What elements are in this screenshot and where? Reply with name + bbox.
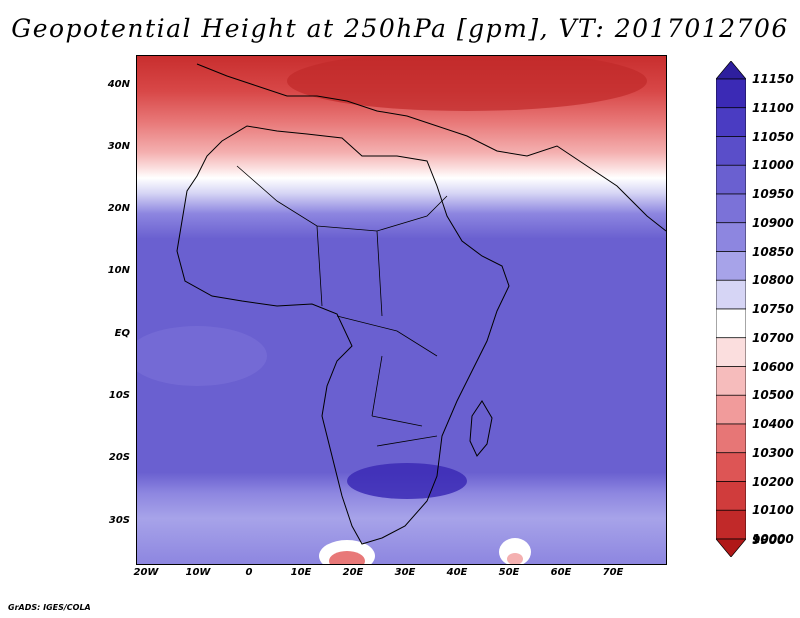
colorbar-level-label: 10300 <box>752 445 794 460</box>
colorbar-level-label: 10800 <box>752 273 794 288</box>
colorbar-level-label: 10900 <box>752 215 794 230</box>
colorbar-level-label: 10000 <box>752 532 794 546</box>
colorbar-segment <box>716 193 746 224</box>
colorbar-level-label: 10950 <box>752 187 794 201</box>
map-field-svg <box>137 56 666 564</box>
lat-label-20n: 20N <box>107 203 130 214</box>
colorbar-bottom-arrow <box>716 538 746 557</box>
colorbar-level-label: 11100 <box>752 100 794 115</box>
colorbar-segment <box>716 251 746 281</box>
mediterranean-asia-coastline <box>196 63 666 232</box>
lon-label-70e: 70E <box>602 567 624 578</box>
colorbar-segment <box>716 337 746 367</box>
lon-label-0: 0 <box>245 567 253 578</box>
lon-label-60e: 60E <box>550 567 572 578</box>
colorbar-level-label: 10600 <box>752 359 794 374</box>
colorbar-level-label: 10400 <box>752 417 794 431</box>
colorbar-segment <box>716 423 746 454</box>
colorbar-segment <box>716 222 746 252</box>
lat-label-20s: 20S <box>108 452 130 463</box>
trough-south-west <box>329 551 365 564</box>
colorbar-level-label: 11000 <box>752 158 794 173</box>
colorbar-level-label: 11050 <box>752 129 794 144</box>
africa-coastline <box>176 125 510 545</box>
map-title: Geopotential Height at 250hPa [gpm], VT:… <box>11 14 789 43</box>
high-pressure-core <box>347 463 467 499</box>
colorbar-level-label: 9900 <box>752 533 786 547</box>
colorbar-segment <box>716 394 746 425</box>
colorbar-segment <box>716 366 746 396</box>
colorbar-level-label: 11150 <box>752 72 794 86</box>
colorbar-segment <box>716 279 746 310</box>
lat-label-40n: 40N <box>107 79 130 90</box>
colorbar-segment <box>716 78 746 109</box>
trough-south-east-outer <box>499 538 531 564</box>
colorbar-level-label: 10700 <box>752 330 794 345</box>
height-contour-west <box>137 326 267 386</box>
colorbar-top-arrow <box>716 61 746 80</box>
lat-label-30n: 30N <box>107 141 130 152</box>
colorbar-level-label: 10100 <box>752 503 794 518</box>
colorbar-segment <box>716 136 746 166</box>
lon-label-30e: 30E <box>394 567 416 578</box>
lon-label-20w: 20W <box>133 567 159 578</box>
lat-label-10n: 10N <box>107 265 130 276</box>
colorbar-segment <box>716 452 746 482</box>
lon-label-50e: 50E <box>498 567 520 578</box>
colorbar-level-label: 10500 <box>752 388 794 403</box>
colorbar-segment <box>716 308 746 339</box>
lon-label-20e: 20E <box>342 567 364 578</box>
colorbar-level-label: 10850 <box>752 244 794 259</box>
colorbar-segment <box>716 107 746 137</box>
colorbar <box>716 61 746 557</box>
lat-label-30s: 30S <box>108 515 130 526</box>
colorbar-level-label: 10200 <box>752 474 794 489</box>
colorbar-level-label: 10750 <box>752 302 794 316</box>
grads-credit: GrADS: IGES/COLA <box>8 603 91 612</box>
colorbar-segment <box>716 481 746 511</box>
colorbar-segment <box>716 164 746 195</box>
lon-label-10e: 10E <box>290 567 312 578</box>
colorbar-segment <box>716 509 746 540</box>
map-panel <box>136 55 667 565</box>
lon-label-10w: 10W <box>185 567 211 578</box>
trough-south-east <box>507 553 523 564</box>
lon-label-40e: 40E <box>446 567 468 578</box>
lat-label-10s: 10S <box>108 390 130 401</box>
low-height-core <box>287 56 647 111</box>
madagascar-outline <box>469 400 493 457</box>
country-borders <box>236 165 448 447</box>
lat-label-eq: EQ <box>114 328 130 339</box>
